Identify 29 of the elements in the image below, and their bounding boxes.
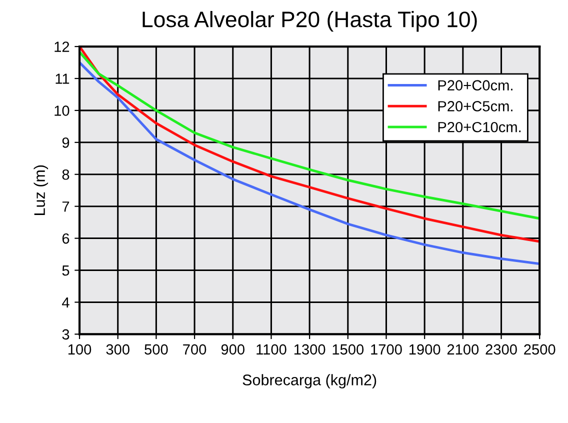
y-tick-label: 10 — [54, 106, 70, 116]
x-tick-label: 1100 — [256, 344, 286, 355]
legend-label: P20+C5cm. — [438, 101, 512, 112]
y-tick-label: 6 — [62, 233, 70, 244]
y-tick-label: 4 — [62, 297, 70, 308]
x-tick-label: 1900 — [409, 344, 440, 355]
x-tick-label: 300 — [106, 344, 130, 355]
x-tick-label: 2500 — [524, 344, 556, 355]
x-tick-label: 1300 — [294, 344, 326, 355]
x-tick-label: 900 — [221, 344, 244, 355]
legend-label: P20+C10cm. — [438, 122, 521, 132]
x-tick-label: 1700 — [371, 344, 402, 355]
y-tick-label: 12 — [54, 42, 70, 52]
legend-label: P20+C0cm. — [438, 80, 512, 90]
x-tick-label: 2100 — [447, 344, 479, 355]
y-tick-label: 5 — [62, 266, 70, 276]
x-axis-title: Sobrecarga (kg/m2) — [242, 374, 376, 388]
x-tick-label: 500 — [144, 344, 168, 355]
y-tick-label: 7 — [62, 202, 70, 212]
y-axis-title: Luz (m) — [34, 165, 48, 215]
y-tick-label: 9 — [62, 138, 70, 148]
chart-title: Losa Alveolar P20 (Hasta Tipo 10) — [142, 10, 477, 32]
x-tick-label: 1500 — [332, 344, 364, 355]
x-tick-label: 100 — [68, 344, 92, 355]
x-tick-label: 700 — [183, 344, 206, 355]
y-tick-label: 3 — [62, 329, 70, 340]
y-tick-label: 8 — [62, 169, 70, 180]
x-tick-label: 2300 — [486, 344, 517, 355]
y-tick-label: 11 — [56, 74, 70, 84]
